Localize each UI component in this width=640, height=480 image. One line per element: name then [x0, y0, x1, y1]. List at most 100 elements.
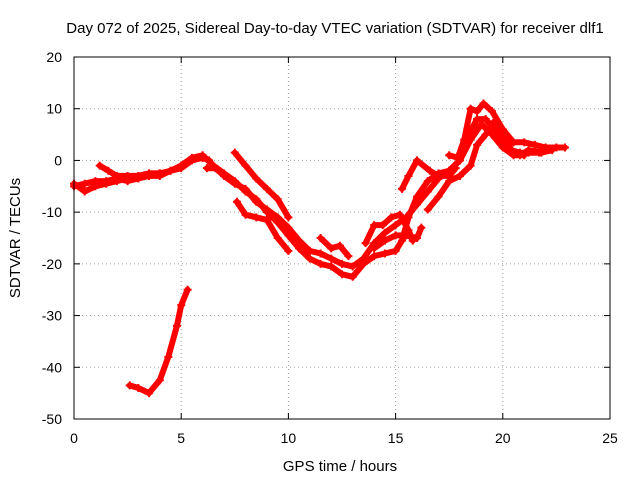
data-point [391, 221, 400, 230]
data-point [481, 130, 490, 139]
data-point [232, 197, 241, 206]
data-point [102, 177, 111, 186]
data-point [402, 231, 411, 240]
data-series-track-g [316, 234, 353, 261]
data-point [370, 244, 379, 253]
data-point [423, 187, 432, 196]
data-point [220, 171, 229, 180]
data-point [305, 246, 314, 255]
data-point [166, 166, 175, 175]
data-point [473, 107, 482, 116]
data-point [515, 148, 524, 157]
data-point [145, 169, 154, 178]
data-point [423, 205, 432, 214]
data-point [507, 146, 516, 155]
data-series-track-k [423, 117, 544, 214]
data-point [164, 352, 173, 361]
data-point [391, 231, 400, 240]
data-point [338, 270, 346, 279]
data-point [284, 223, 293, 232]
data-point [327, 262, 336, 271]
data-point [273, 195, 282, 204]
data-point [348, 272, 357, 281]
data-point [284, 213, 293, 222]
data-point [453, 153, 462, 162]
plot-frame [73, 56, 611, 420]
data-point [552, 143, 561, 152]
data-point [445, 177, 454, 186]
data-point [413, 156, 422, 165]
data-point [378, 221, 387, 230]
y-tick-label: 0 [54, 152, 62, 168]
y-tick-label: 10 [46, 101, 62, 117]
data-series-track-m [125, 285, 192, 398]
y-axis-label: SDTVAR / TECUs [7, 178, 24, 298]
data-point [316, 259, 325, 268]
data-point [327, 254, 336, 263]
data-point [252, 197, 261, 206]
data-point [327, 244, 336, 253]
data-point [134, 171, 143, 180]
data-point [91, 177, 100, 186]
data-markers [70, 99, 569, 398]
data-point [445, 151, 454, 160]
data-point [481, 115, 490, 124]
data-point [198, 151, 207, 160]
x-tick-label: 20 [495, 430, 511, 446]
data-point [434, 171, 443, 180]
y-tick-label: -20 [42, 256, 62, 272]
data-series-track-h [361, 210, 417, 248]
data-point [295, 236, 304, 245]
data-point [466, 161, 475, 170]
data-point [262, 205, 271, 214]
x-tick-label: 10 [281, 430, 297, 446]
data-point [560, 143, 569, 152]
data-point [145, 389, 154, 398]
data-series-track-e [232, 197, 293, 255]
data-point [273, 213, 282, 222]
data-point [172, 321, 181, 330]
y-tick-label: 20 [46, 49, 62, 65]
x-axis-label: GPS time / hours [283, 458, 397, 475]
x-tick-label: 15 [388, 430, 404, 446]
data-point [451, 164, 460, 173]
data-point [262, 215, 271, 224]
data-point [395, 210, 404, 219]
data-point [391, 246, 400, 255]
data-point [455, 171, 464, 180]
data-point [488, 107, 497, 116]
data-point [520, 138, 529, 147]
data-point [316, 234, 325, 242]
data-point [535, 148, 544, 157]
y-tick-label: -40 [42, 359, 62, 375]
data-point [498, 143, 507, 152]
data-point [466, 104, 475, 113]
data-point [155, 169, 164, 178]
data-point [80, 179, 89, 188]
data-point [404, 171, 413, 180]
data-point [380, 228, 389, 237]
data-point [370, 221, 379, 230]
x-tick-label: 5 [177, 430, 185, 446]
data-point [125, 381, 134, 390]
data-point [473, 140, 482, 149]
data-point [524, 148, 533, 157]
data-point [316, 249, 325, 258]
data-point [134, 383, 143, 392]
data-point [541, 143, 550, 152]
y-tick-label: -10 [42, 204, 62, 220]
x-tick-label: 0 [70, 430, 78, 446]
data-point [262, 184, 271, 193]
data-point [211, 164, 220, 173]
y-tick-label: -30 [42, 308, 62, 324]
data-point [413, 200, 422, 209]
data-point [155, 376, 164, 385]
data-point [338, 259, 346, 268]
data-point [252, 174, 261, 183]
data-point [241, 184, 250, 193]
data-point [434, 192, 443, 201]
data-point [241, 161, 250, 170]
data-point [295, 244, 304, 253]
data-series-track-l [445, 99, 569, 162]
data-point [104, 166, 113, 175]
